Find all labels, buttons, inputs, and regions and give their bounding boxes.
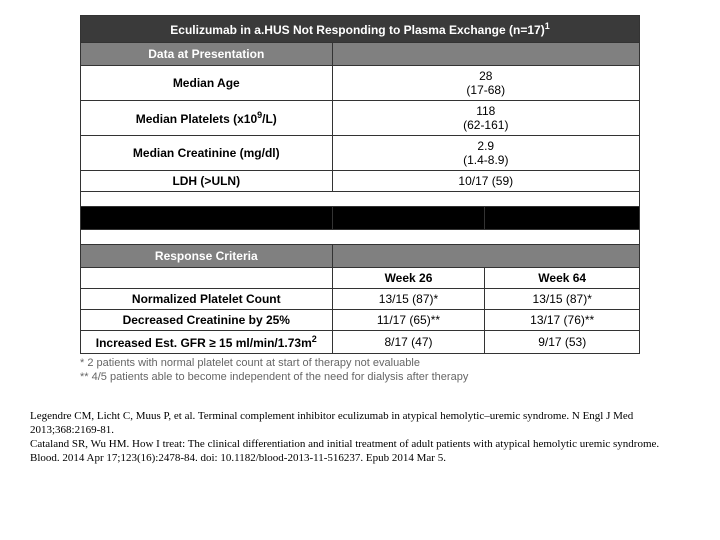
black-band-row bbox=[81, 207, 640, 230]
cell-w64: 9/17 (53) bbox=[485, 331, 640, 354]
table-title: Eculizumab in a.HUS Not Responding to Pl… bbox=[81, 16, 640, 43]
footnotes: * 2 patients with normal platelet count … bbox=[80, 356, 640, 385]
row-value: 10/17 (59) bbox=[332, 171, 639, 192]
footnote-line: ** 4/5 patients able to become independe… bbox=[80, 370, 640, 384]
section1-label: Data at Presentation bbox=[81, 43, 333, 66]
row-label: Normalized Platelet Count bbox=[81, 289, 333, 310]
row-value: 28(17-68) bbox=[332, 66, 639, 101]
row-label: Median Age bbox=[81, 66, 333, 101]
row-value: 118(62-161) bbox=[332, 101, 639, 136]
row-label: LDH (>ULN) bbox=[81, 171, 333, 192]
title-sup: 1 bbox=[545, 21, 550, 31]
title-row: Eculizumab in a.HUS Not Responding to Pl… bbox=[81, 16, 640, 43]
data-row: Median Platelets (x109/L) 118(62-161) bbox=[81, 101, 640, 136]
clinical-data-table: Eculizumab in a.HUS Not Responding to Pl… bbox=[80, 15, 640, 354]
row-label: Median Creatinine (mg/dl) bbox=[81, 136, 333, 171]
section2-spacer bbox=[332, 245, 639, 268]
response-row: Normalized Platelet Count 13/15 (87)* 13… bbox=[81, 289, 640, 310]
section-header-1: Data at Presentation bbox=[81, 43, 640, 66]
title-text: Eculizumab in a.HUS Not Responding to Pl… bbox=[170, 23, 544, 37]
response-row: Decreased Creatinine by 25% 11/17 (65)**… bbox=[81, 310, 640, 331]
row-label: Decreased Creatinine by 25% bbox=[81, 310, 333, 331]
cell-w64: 13/17 (76)** bbox=[485, 310, 640, 331]
row-value: 2.9(1.4-8.9) bbox=[332, 136, 639, 171]
col-head-blank bbox=[81, 268, 333, 289]
citations: Legendre CM, Licht C, Muus P, et al. Ter… bbox=[30, 409, 690, 466]
column-header-row: Week 26 Week 64 bbox=[81, 268, 640, 289]
cell-w64: 13/15 (87)* bbox=[485, 289, 640, 310]
col-head-week64: Week 64 bbox=[485, 268, 640, 289]
data-row: Median Creatinine (mg/dl) 2.9(1.4-8.9) bbox=[81, 136, 640, 171]
footnote-line: * 2 patients with normal platelet count … bbox=[80, 356, 640, 370]
col-head-week26: Week 26 bbox=[332, 268, 485, 289]
cell-w26: 13/15 (87)* bbox=[332, 289, 485, 310]
section1-spacer bbox=[332, 43, 639, 66]
section2-label: Response Criteria bbox=[81, 245, 333, 268]
row-label: Increased Est. GFR ≥ 15 ml/min/1.73m2 bbox=[81, 331, 333, 354]
spacer-row bbox=[81, 230, 640, 245]
cell-w26: 11/17 (65)** bbox=[332, 310, 485, 331]
row-label: Median Platelets (x109/L) bbox=[81, 101, 333, 136]
response-row: Increased Est. GFR ≥ 15 ml/min/1.73m2 8/… bbox=[81, 331, 640, 354]
cell-w26: 8/17 (47) bbox=[332, 331, 485, 354]
data-row: Median Age 28(17-68) bbox=[81, 66, 640, 101]
spacer-row bbox=[81, 192, 640, 207]
data-row: LDH (>ULN) 10/17 (59) bbox=[81, 171, 640, 192]
section-header-2: Response Criteria bbox=[81, 245, 640, 268]
citation-line: Legendre CM, Licht C, Muus P, et al. Ter… bbox=[30, 409, 690, 438]
citation-line: Cataland SR, Wu HM. How I treat: The cli… bbox=[30, 437, 690, 466]
